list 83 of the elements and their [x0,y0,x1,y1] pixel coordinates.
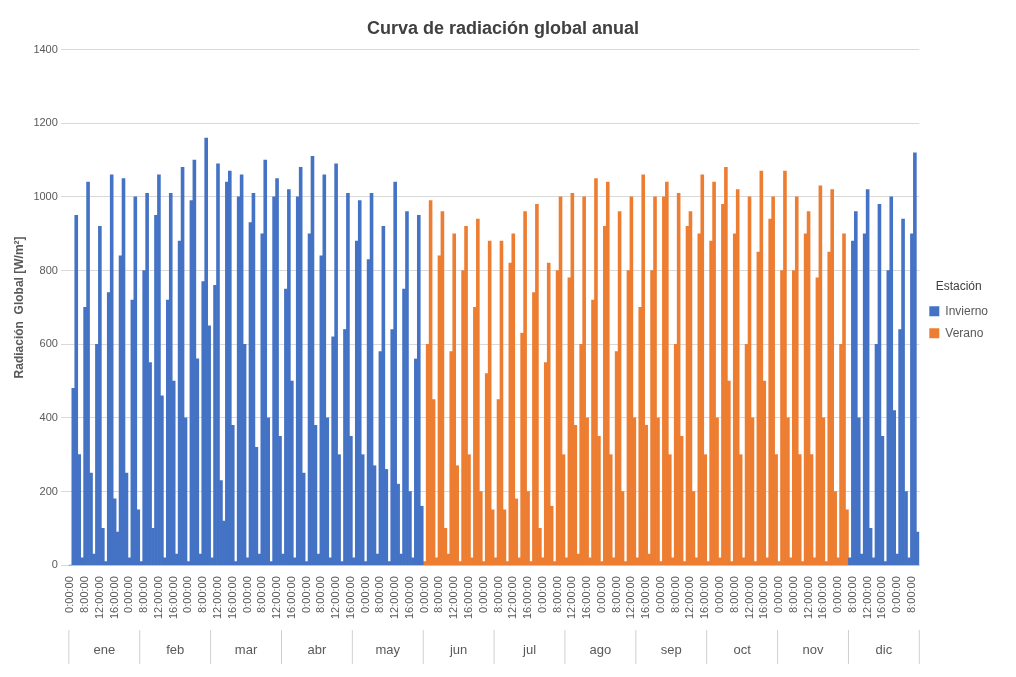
text: ago [589,641,612,657]
x-tick-label: 8:00:00 [137,576,150,613]
x-tick-label: 0:00:00 [358,576,371,613]
y-tick-label: 200 [39,484,58,497]
x-tick-label: 8:00:00 [550,576,563,613]
x-tick-label: 12:00:00 [211,576,224,620]
x-tick-label: 16:00:00 [580,576,593,620]
x-tick-label: 12:00:00 [329,576,342,620]
legend-label: Invierno [945,303,989,318]
x-tick-label: 0:00:00 [122,576,135,613]
y-axis-title: Radiación Global [W/m²] [11,236,26,379]
legend-label: Verano [945,325,984,340]
x-tick-label: 0:00:00 [653,576,666,613]
x-tick-label: 16:00:00 [639,576,652,620]
x-tick-label: 16:00:00 [284,576,297,620]
text: dic [875,641,893,657]
x-tick-label: 16:00:00 [757,576,770,620]
text: mar [234,641,258,657]
y-tick-label: 400 [39,410,58,423]
x-tick-label: 8:00:00 [432,576,445,613]
x-tick-label: 12:00:00 [506,576,519,620]
x-tick-label: 8:00:00 [786,576,799,613]
x-tick-label: 16:00:00 [225,576,238,620]
text: jun [448,641,468,657]
x-tick-label: 8:00:00 [609,576,622,613]
x-tick-label: 12:00:00 [801,576,814,620]
x-tick-label: 16:00:00 [875,576,888,620]
x-tick-label: 12:00:00 [742,576,755,620]
x-tick-label: 8:00:00 [491,576,504,613]
chart-title: Curva de radiación global anual [366,17,640,38]
text: ene [93,641,116,657]
x-tick-label: 0:00:00 [831,576,844,613]
y-tick-label: 1400 [33,42,58,55]
x-tick-label: 16:00:00 [698,576,711,620]
x-tick-label: 0:00:00 [890,576,903,613]
x-tick-label: 12:00:00 [388,576,401,620]
x-tick-label: 0:00:00 [594,576,607,613]
x-tick-label: 12:00:00 [151,576,164,620]
x-tick-label: 0:00:00 [476,576,489,613]
x-tick-label: 12:00:00 [683,576,696,620]
x-tick-label: 16:00:00 [816,576,829,620]
x-tick-label: 8:00:00 [373,576,386,613]
x-tick-label: 0:00:00 [299,576,312,613]
y-tick-label: 0 [51,558,58,571]
x-tick-label: 8:00:00 [668,576,681,613]
x-tick-label: 8:00:00 [78,576,91,613]
x-tick-label: 8:00:00 [255,576,268,613]
x-tick-label: 16:00:00 [107,576,120,620]
x-tick-label: 12:00:00 [565,576,578,620]
y-tick-label: 600 [39,337,58,350]
x-tick-label: 0:00:00 [240,576,253,613]
x-tick-label: 0:00:00 [181,576,194,613]
text: feb [166,641,185,657]
x-tick-label: 16:00:00 [521,576,534,620]
x-tick-label: 12:00:00 [270,576,283,620]
y-tick-label: 1000 [33,189,58,202]
x-tick-label: 8:00:00 [904,576,917,613]
x-tick-label: 0:00:00 [535,576,548,613]
text: abr [307,641,327,657]
x-tick-label: 16:00:00 [462,576,475,620]
x-tick-label: 0:00:00 [713,576,726,613]
x-tick-label: 8:00:00 [845,576,858,613]
y-tick-label: 1200 [33,116,58,129]
text: sep [660,641,682,657]
x-tick-label: 16:00:00 [166,576,179,620]
x-tick-label: 0:00:00 [772,576,785,613]
x-tick-label: 8:00:00 [196,576,209,613]
text: oct [733,641,752,657]
text: nov [802,641,824,657]
legend-title: Estación [935,279,982,294]
x-tick-label: 0:00:00 [417,576,430,613]
text: jul [522,641,537,657]
x-tick-label: 12:00:00 [447,576,460,620]
x-tick-label: 16:00:00 [402,576,415,620]
x-tick-label: 12:00:00 [860,576,873,620]
text: may [375,641,401,657]
x-tick-label: 0:00:00 [63,576,76,613]
x-tick-label: 12:00:00 [624,576,637,620]
x-tick-label: 16:00:00 [343,576,356,620]
x-tick-label: 8:00:00 [314,576,327,613]
y-tick-label: 800 [39,263,58,276]
x-tick-label: 8:00:00 [727,576,740,613]
x-tick-label: 12:00:00 [92,576,105,620]
